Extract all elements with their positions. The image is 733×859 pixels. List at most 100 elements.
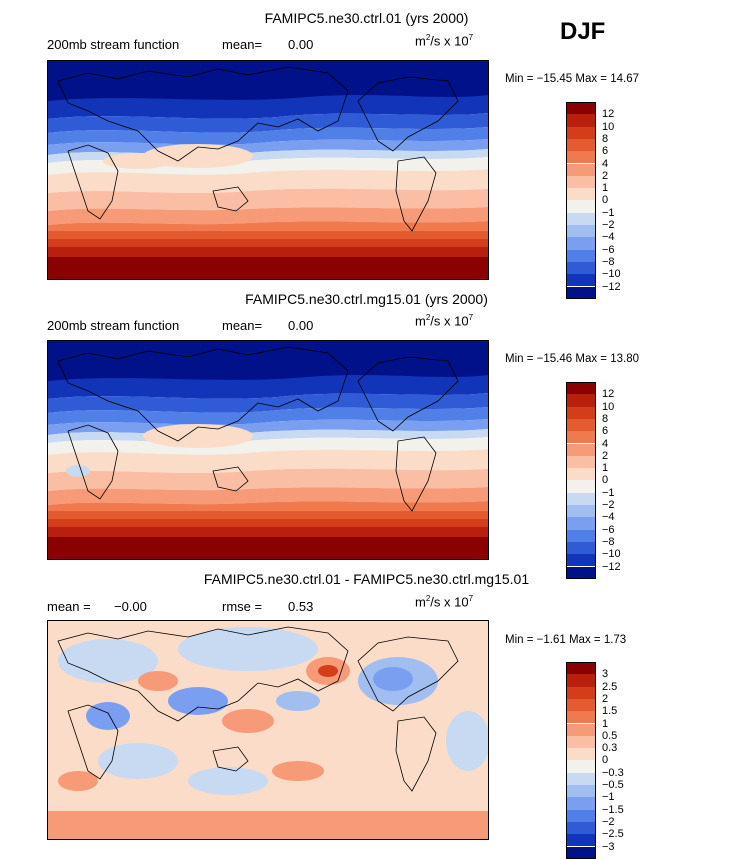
panel-2-minmax: Min = −15.46 Max = 13.80 <box>505 353 639 365</box>
colorbar-swatch <box>566 723 596 736</box>
colorbar-label: −1 <box>602 791 615 804</box>
colorbar-swatch <box>566 480 596 493</box>
colorbar-swatch <box>566 834 596 847</box>
colorbar-swatch <box>566 212 596 225</box>
colorbar-frame <box>566 382 596 579</box>
colorbar-swatch <box>566 541 596 555</box>
colorbar-swatch <box>566 102 596 115</box>
colorbar-label: −4 <box>602 511 615 524</box>
panel-2-mean-value: 0.00 <box>288 318 314 333</box>
colorbar-swatch <box>566 151 596 164</box>
colorbar-swatch <box>566 785 596 798</box>
colorbar-frame <box>566 102 596 299</box>
colorbar-label: −1 <box>602 206 615 219</box>
colorbar-label: −2 <box>602 219 615 231</box>
colorbar-swatch <box>566 443 596 456</box>
colorbar-swatch <box>566 760 596 773</box>
colorbar-swatch <box>566 188 596 201</box>
colorbar-swatch <box>566 505 596 518</box>
colorbar-label: 0.3 <box>602 742 618 755</box>
panel-1-field-label: 200mb stream function <box>47 37 180 52</box>
colorbar-swatch <box>566 175 596 189</box>
colorbar-swatch <box>566 711 596 724</box>
colorbar-swatch <box>566 261 596 275</box>
colorbar-swatch <box>566 554 596 567</box>
colorbar-label: 12 <box>602 108 615 121</box>
colorbar-label: −8 <box>602 535 615 548</box>
colorbar-label: −10 <box>602 548 621 561</box>
colorbar-swatch <box>566 237 596 250</box>
colorbar-label: −0.3 <box>602 766 624 779</box>
colorbar-swatch <box>566 249 596 262</box>
panel-2-field-label: 200mb stream function <box>47 318 180 333</box>
colorbar-label: −1.5 <box>602 803 624 816</box>
panel-1-minmax: Min = −15.45 Max = 14.67 <box>505 73 639 85</box>
colorbar-swatch <box>566 418 596 432</box>
colorbar-swatch <box>566 406 596 419</box>
colorbar-label: −12 <box>602 560 621 573</box>
panel-3-units: m2/s x 107 <box>415 594 474 610</box>
colorbar-label: −12 <box>602 280 621 293</box>
colorbar-swatch <box>566 138 596 152</box>
colorbar-swatch <box>566 286 596 299</box>
colorbar-label: 2.5 <box>602 680 618 693</box>
colorbar-swatch <box>566 468 596 481</box>
colorbar-swatch <box>566 809 596 822</box>
colorbar-swatch <box>566 529 596 542</box>
colorbar-swatch <box>566 748 596 761</box>
colorbar-label: 1 <box>602 717 609 730</box>
colorbar-swatch <box>566 698 596 712</box>
colorbar-label: −10 <box>602 268 621 281</box>
colorbar-swatch <box>566 200 596 213</box>
panel-3-minmax: Min = −1.61 Max = 1.73 <box>505 634 627 646</box>
colorbar-label: 8 <box>602 132 609 145</box>
panel-3-map <box>47 620 489 840</box>
panel-1-map <box>47 60 489 280</box>
panel-2-units: m2/s x 107 <box>415 313 474 329</box>
colorbar-swatch <box>566 492 596 505</box>
panel-2-title: FAMIPC5.ne30.ctrl.mg15.01 (yrs 2000) <box>245 291 488 307</box>
panel-1-mean-value: 0.00 <box>288 37 314 52</box>
colorbar-swatch <box>566 163 596 176</box>
colorbar-frame <box>566 662 596 859</box>
colorbar-label: 4 <box>602 157 609 170</box>
panel-1-title: FAMIPC5.ne30.ctrl.01 (yrs 2000) <box>264 10 469 26</box>
colorbar-label: −6 <box>602 523 615 536</box>
colorbar-swatch <box>566 772 596 785</box>
colorbar-label: 6 <box>602 145 609 158</box>
colorbar-label: 2 <box>602 449 609 462</box>
panel-3-rmse-value: 0.53 <box>288 599 314 614</box>
colorbar-swatch <box>566 735 596 749</box>
colorbar-label: −6 <box>602 243 615 256</box>
colorbar-label: −2 <box>602 499 615 511</box>
panel-2-mean-label: mean= <box>222 318 263 333</box>
colorbar-label: 6 <box>602 425 609 438</box>
colorbar-label: 1 <box>602 182 609 195</box>
colorbar-swatch <box>566 566 596 579</box>
colorbar-swatch <box>566 431 596 444</box>
colorbar-label: 1.5 <box>602 705 618 718</box>
colorbar-swatch <box>566 274 596 287</box>
colorbar-label: 2 <box>602 169 609 182</box>
colorbar-swatch <box>566 821 596 835</box>
colorbar-swatch <box>566 674 596 687</box>
colorbar-swatch <box>566 225 596 238</box>
colorbar-swatch <box>566 797 596 810</box>
colorbar-label: −3 <box>602 840 615 853</box>
colorbar-label: 10 <box>602 400 615 413</box>
colorbar-label: 8 <box>602 412 609 425</box>
panel-3-mean-label: mean = <box>47 599 91 614</box>
colorbar-label: −8 <box>602 255 615 268</box>
colorbar-label: 0 <box>602 474 609 487</box>
colorbar-label: −2 <box>602 815 615 828</box>
colorbar-swatch <box>566 455 596 469</box>
colorbar-label: 0 <box>602 194 609 207</box>
colorbar-label: 12 <box>602 388 615 401</box>
colorbar-label: 4 <box>602 437 609 450</box>
panel-1-mean-label: mean= <box>222 37 263 52</box>
colorbar-label: 2 <box>602 692 609 705</box>
colorbar-swatch <box>566 126 596 139</box>
colorbar-label: 1 <box>602 462 609 475</box>
season-label: DJF <box>560 18 606 45</box>
colorbar-swatch <box>566 662 596 675</box>
